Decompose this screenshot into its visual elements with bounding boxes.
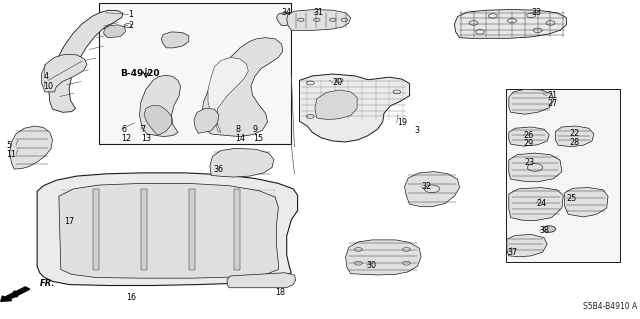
Text: 21: 21 [547, 91, 557, 100]
Polygon shape [509, 89, 554, 114]
Polygon shape [104, 25, 125, 38]
Text: 22: 22 [570, 130, 580, 138]
Polygon shape [161, 32, 189, 48]
FancyArrow shape [1, 287, 30, 301]
Polygon shape [276, 12, 301, 26]
Polygon shape [37, 173, 298, 286]
Polygon shape [509, 153, 562, 182]
Polygon shape [59, 183, 278, 278]
Text: 11: 11 [6, 150, 17, 159]
Text: 16: 16 [126, 293, 136, 302]
Text: FR.: FR. [40, 279, 56, 288]
Text: 23: 23 [525, 158, 535, 167]
Text: 12: 12 [122, 134, 132, 143]
Text: 31: 31 [314, 8, 324, 17]
Text: 28: 28 [570, 138, 580, 147]
Text: 17: 17 [64, 217, 74, 226]
Text: 33: 33 [531, 8, 541, 17]
Text: 29: 29 [524, 139, 534, 148]
Text: 20: 20 [333, 78, 343, 87]
Text: 37: 37 [508, 248, 518, 256]
Polygon shape [315, 90, 357, 120]
Text: B-49-20: B-49-20 [120, 69, 160, 78]
Text: 1: 1 [128, 10, 133, 19]
Polygon shape [49, 10, 123, 112]
Text: 14: 14 [236, 134, 246, 143]
Polygon shape [210, 148, 274, 177]
Text: 6: 6 [122, 125, 127, 134]
Polygon shape [202, 38, 283, 137]
Polygon shape [99, 3, 291, 144]
Polygon shape [300, 74, 410, 142]
Text: 34: 34 [282, 8, 292, 17]
Polygon shape [208, 57, 248, 132]
Text: 32: 32 [421, 182, 431, 191]
Text: 10: 10 [44, 82, 54, 91]
Text: 24: 24 [536, 199, 547, 208]
Text: 25: 25 [566, 194, 577, 203]
Polygon shape [144, 105, 172, 135]
Text: 30: 30 [367, 261, 377, 270]
Text: 26: 26 [524, 131, 534, 140]
Text: 27: 27 [547, 99, 557, 108]
Polygon shape [287, 10, 351, 30]
Polygon shape [194, 108, 219, 133]
Text: 18: 18 [275, 288, 285, 297]
Text: 2: 2 [128, 21, 133, 30]
Polygon shape [346, 240, 421, 275]
Polygon shape [509, 188, 563, 221]
Polygon shape [42, 54, 87, 92]
Polygon shape [506, 89, 620, 262]
Text: 5: 5 [6, 141, 12, 150]
Text: 3: 3 [415, 126, 420, 135]
Polygon shape [93, 189, 99, 270]
Polygon shape [140, 75, 180, 137]
Text: 7: 7 [141, 125, 146, 134]
Polygon shape [227, 273, 296, 288]
Polygon shape [189, 189, 195, 270]
Text: 19: 19 [397, 118, 407, 127]
Polygon shape [404, 172, 460, 207]
Text: 8: 8 [236, 125, 241, 134]
Circle shape [543, 226, 556, 232]
Text: 13: 13 [141, 134, 151, 143]
Polygon shape [141, 189, 147, 270]
Polygon shape [507, 234, 547, 257]
Polygon shape [564, 188, 608, 217]
Polygon shape [556, 126, 594, 147]
Text: S5B4-B4910 A: S5B4-B4910 A [582, 302, 637, 311]
Polygon shape [234, 189, 240, 270]
Polygon shape [454, 10, 566, 38]
Polygon shape [10, 126, 52, 169]
Text: 38: 38 [540, 226, 550, 235]
Text: 4: 4 [44, 72, 49, 81]
Text: 36: 36 [213, 165, 223, 174]
Text: 15: 15 [253, 134, 263, 143]
Text: 9: 9 [253, 125, 258, 134]
Polygon shape [509, 127, 549, 146]
